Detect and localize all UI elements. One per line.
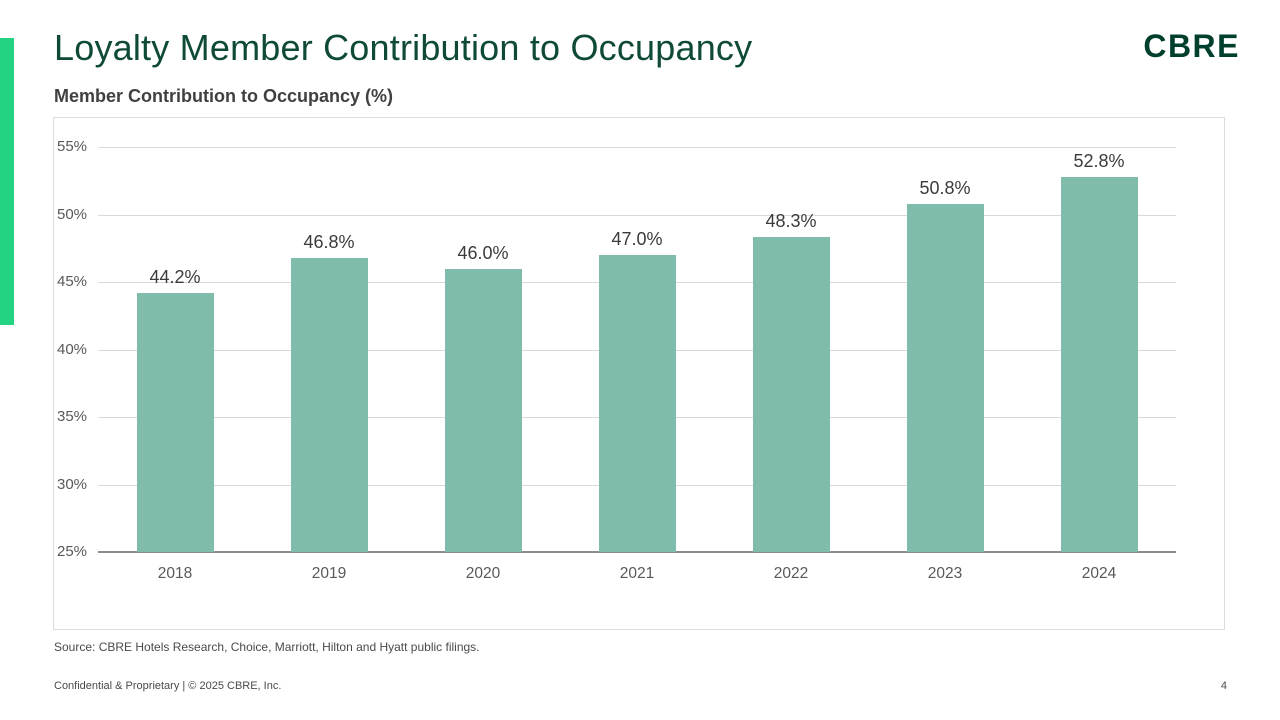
chart-title: Member Contribution to Occupancy (%) (54, 86, 394, 106)
data-label-2020: 46.0% (457, 242, 509, 263)
bar-2024 (1060, 176, 1138, 552)
y-tick-label: 25% (57, 543, 88, 560)
x-tick-label-2020: 2020 (465, 565, 501, 582)
x-tick-label-2023: 2023 (927, 565, 963, 582)
y-tick-label: 55% (57, 138, 88, 155)
data-label-2024: 52.8% (1073, 150, 1125, 171)
x-tick-label-2024: 2024 (1081, 565, 1117, 582)
source-note: Source: CBRE Hotels Research, Choice, Ma… (54, 640, 480, 654)
bar-2020 (444, 268, 522, 552)
bar-2022 (752, 237, 830, 552)
y-tick-label: 45% (57, 273, 88, 290)
gridline-55% (98, 147, 1176, 148)
bar-2023 (906, 203, 984, 552)
x-axis-line (98, 551, 1176, 553)
cbre-logo: CBRE (1143, 28, 1240, 64)
data-label-2019: 46.8% (303, 231, 355, 252)
x-tick-label-2021: 2021 (619, 565, 655, 582)
x-tick-label-2018: 2018 (157, 565, 193, 582)
footer-confidential: Confidential & Proprietary | © 2025 CBRE… (54, 680, 282, 692)
y-tick-label: 40% (57, 340, 88, 358)
gridline-50% (98, 214, 1176, 216)
data-label-2022: 48.3% (765, 211, 817, 232)
y-tick-label: 35% (57, 408, 88, 425)
x-tick-label-2019: 2019 (311, 565, 347, 582)
x-tick-label-2022: 2022 (773, 565, 809, 582)
accent-bar (0, 38, 14, 325)
bar-2018 (136, 292, 214, 552)
y-tick-label: 30% (57, 475, 88, 493)
bar-2021 (598, 255, 676, 552)
bar-2019 (290, 257, 368, 552)
data-label-2018: 44.2% (149, 266, 201, 287)
data-label-2023: 50.8% (919, 177, 971, 198)
y-tick-label: 50% (57, 205, 88, 223)
page-title: Loyalty Member Contribution to Occupancy (54, 27, 753, 68)
page-number: 4 (1220, 680, 1227, 692)
chart-container: 25% 30% 35% 40% 45% 50% 55% 44.2% 2018 46.8% 2019 4… (53, 117, 1225, 630)
data-label-2021: 47.0% (611, 229, 663, 249)
bar-chart-plot-area: 25% 30% 35% 40% 45% 50% 55% 44.2% 2018 46.8% 2019 4… (54, 118, 1224, 629)
